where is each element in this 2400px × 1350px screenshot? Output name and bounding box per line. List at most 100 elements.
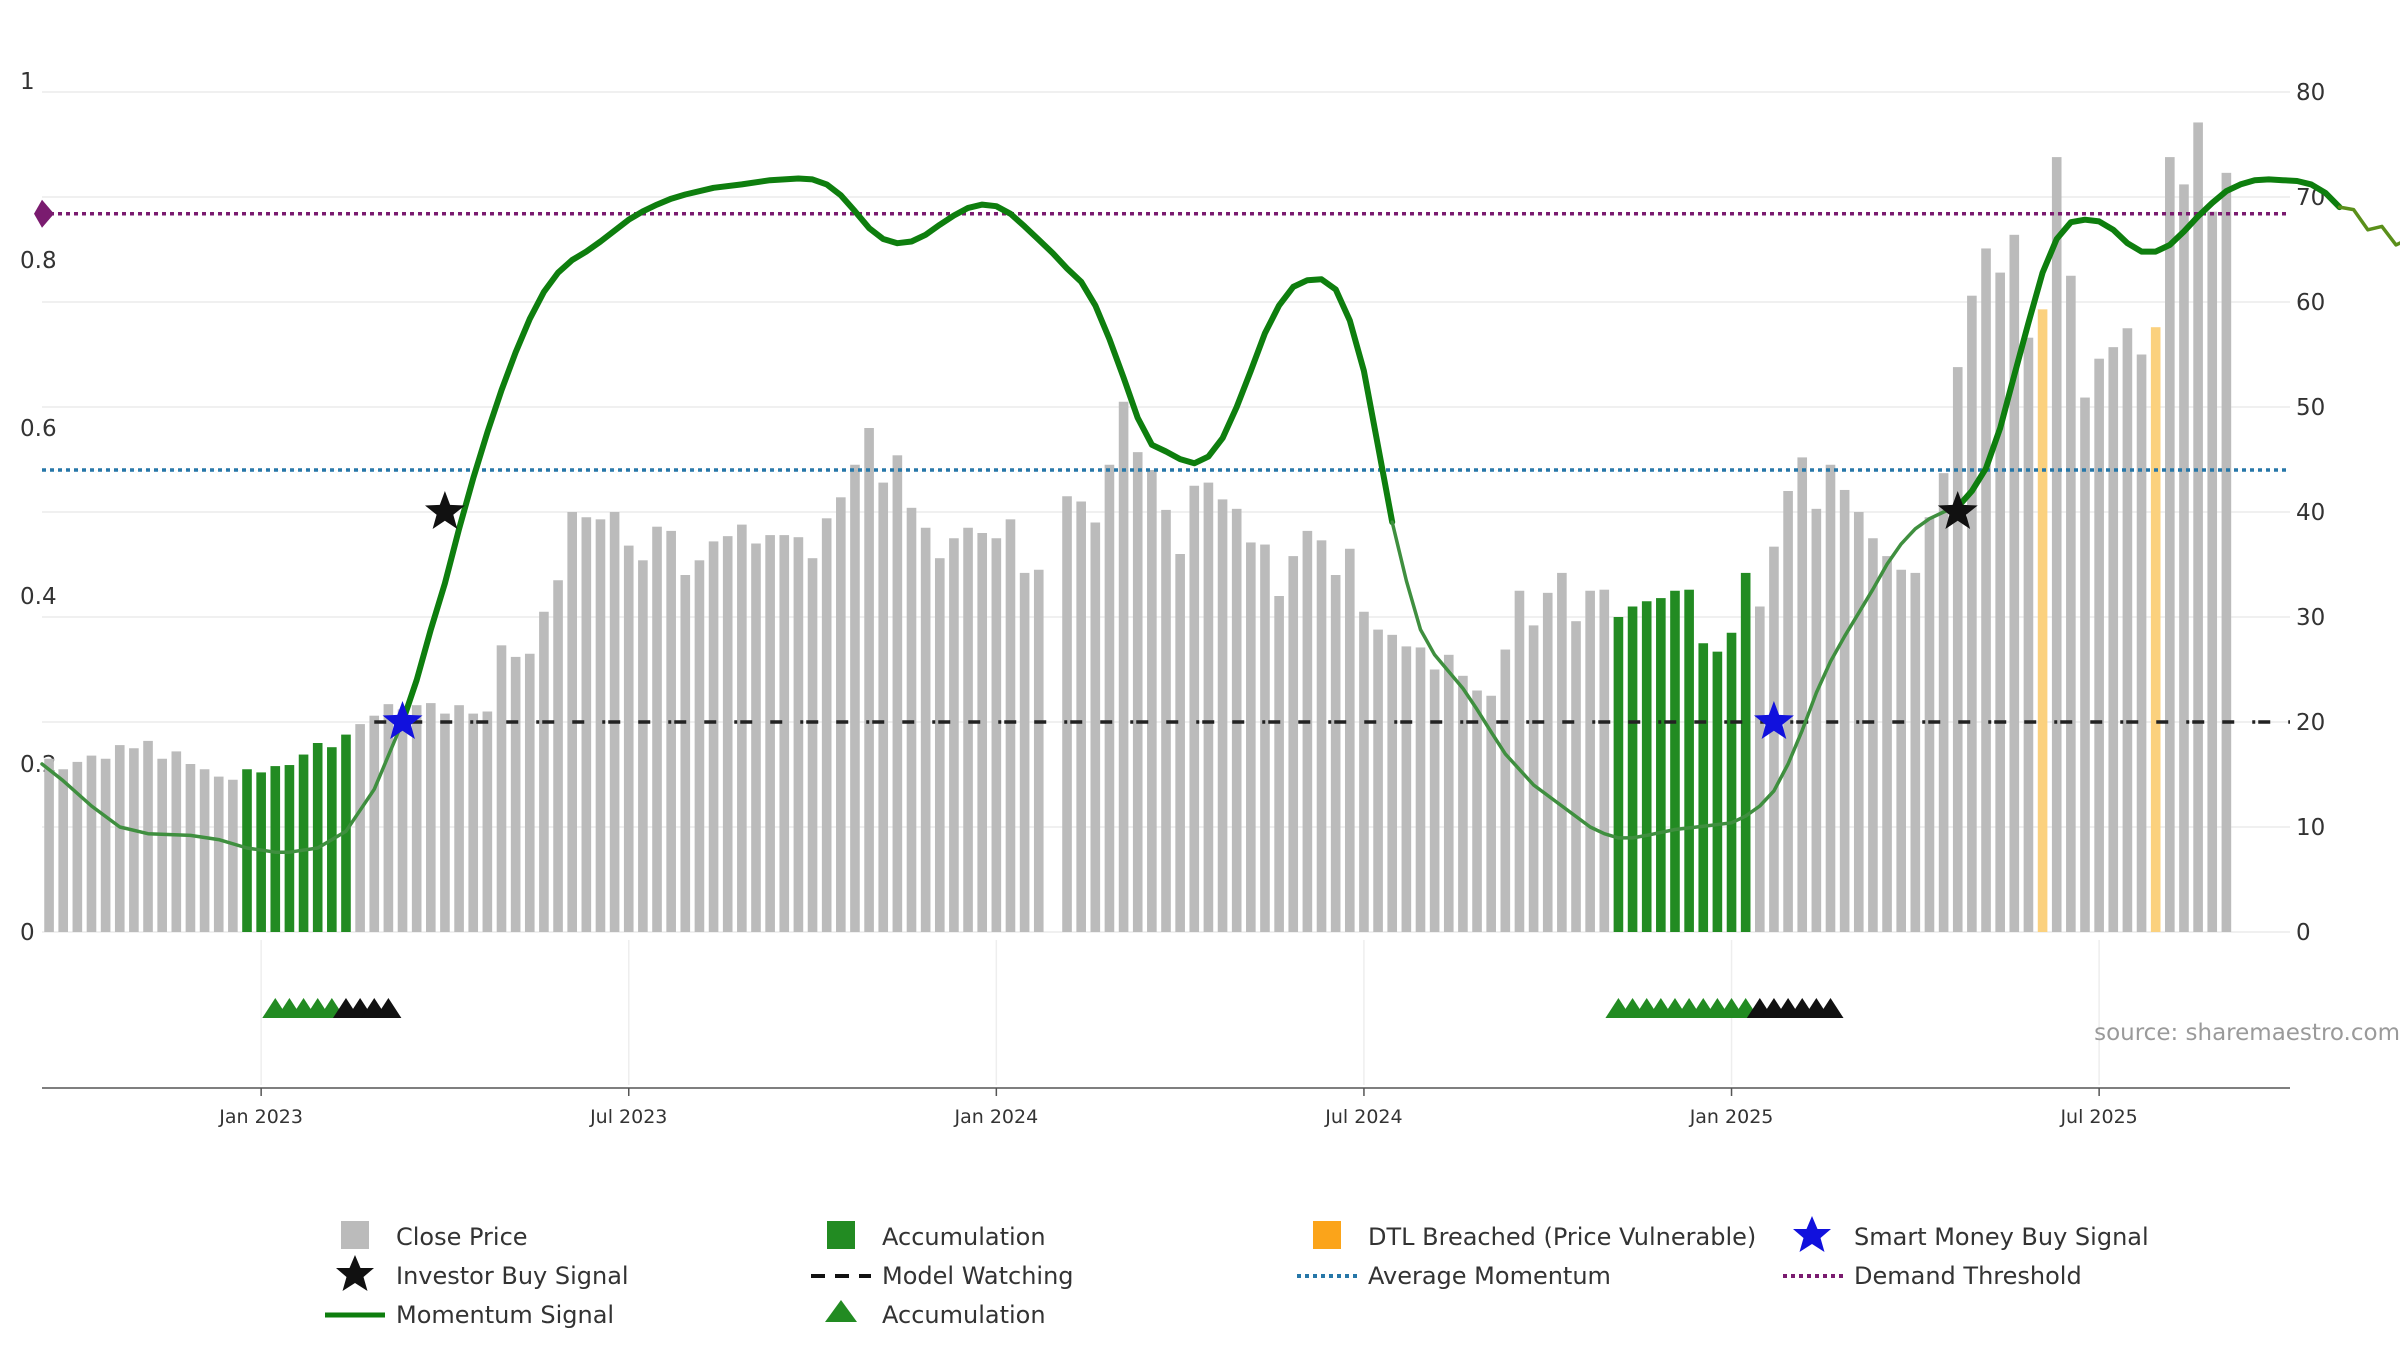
close-price-bar [694, 560, 705, 932]
close-price-bar [1429, 669, 1440, 932]
close-price-bar [1952, 367, 1963, 933]
x-tick-label: Jul 2023 [589, 1106, 667, 1128]
right-tick-label: 20 [2296, 710, 2325, 736]
close-price-bar [411, 705, 422, 932]
close-price-bar [1514, 590, 1525, 932]
close-price-bar [977, 533, 988, 932]
legend-item-momentum-signal: Momentum Signal [325, 1301, 614, 1329]
close-price-bar [1217, 499, 1228, 932]
close-price-bar [2122, 328, 2133, 932]
accumulation-bar [284, 765, 295, 932]
close-price-bar [1769, 546, 1779, 932]
close-price-bar [1189, 485, 1200, 932]
close-price-bar [1924, 517, 1935, 932]
close-price-bar [1330, 575, 1341, 932]
close-price-bar [1373, 629, 1383, 932]
momentum-signal-line [1390, 505, 1960, 840]
smart-money-star-icon [1754, 701, 1794, 739]
close-price-bar [454, 705, 464, 932]
close-price-bar [2051, 157, 2062, 933]
left-tick-label: 0.4 [20, 584, 57, 610]
close-price-bar [1557, 572, 1567, 932]
momentum-signal-series [40, 175, 2400, 854]
legend-label: DTL Breached (Price Vulnerable) [1368, 1223, 1756, 1251]
accumulation-bar [1641, 601, 1652, 932]
close-price-bar [1316, 540, 1327, 932]
close-price-bar [143, 740, 153, 932]
close-price-bar [850, 464, 860, 932]
left-tick-label: 1 [20, 69, 35, 95]
dtl-breached-swatch [1313, 1221, 1341, 1249]
close-price-bar [1500, 649, 1511, 932]
right-tick-label: 60 [2296, 290, 2325, 316]
close-price-bar [623, 545, 634, 932]
accumulation-bar [1613, 617, 1624, 932]
close-price-bar [1175, 554, 1185, 932]
legend-label: Demand Threshold [1854, 1262, 2082, 1290]
close-price-bar [1868, 538, 1878, 932]
close-price-bar [2165, 157, 2175, 933]
close-price-bar [553, 580, 563, 932]
close-price-bar [1161, 509, 1171, 932]
close-price-bar [213, 776, 224, 932]
close-price-bar [1995, 272, 2005, 933]
close-price-bar [2108, 347, 2119, 932]
close-price-bar [2207, 211, 2218, 932]
accumulation-bar [341, 734, 351, 932]
close-price-bar [1783, 491, 1793, 932]
legend-label: Momentum Signal [396, 1301, 614, 1329]
close-price-bar [1542, 592, 1553, 932]
legend-item-dtl-breached: DTL Breached (Price Vulnerable) [1313, 1221, 1756, 1251]
close-price-bar [1910, 572, 1921, 932]
close-price-bar [2136, 354, 2147, 932]
accumulation-bar [242, 769, 252, 932]
accumulation-bar [298, 754, 309, 932]
close-price-bar [821, 518, 832, 932]
close-price-bar [864, 428, 874, 932]
accumulation-swatch [827, 1221, 855, 1249]
legend-label: Investor Buy Signal [396, 1262, 629, 1290]
close-price-bar [100, 758, 111, 932]
right-tick-label: 40 [2296, 500, 2325, 526]
left-tick-label: 0.8 [20, 248, 57, 274]
left-tick-label: 0 [20, 920, 35, 946]
close-price-bar [58, 769, 69, 932]
close-price-bar [228, 779, 238, 932]
close-price-bar [1839, 489, 1850, 932]
close-price-bar [779, 535, 790, 932]
close-price-bar [2066, 275, 2076, 932]
close-price-bar [807, 558, 818, 932]
close-price-bar [1825, 464, 1836, 932]
legend: Close Price Accumulation DTL Breached (P… [325, 1216, 2149, 1329]
momentum-signal-line [1954, 176, 2343, 510]
legend-label: Accumulation [882, 1223, 1046, 1251]
close-price-bar [129, 748, 139, 932]
legend-item-average-momentum: Average Momentum [1297, 1262, 1611, 1290]
close-price-bar [1288, 556, 1299, 932]
accumulation-bar [312, 743, 323, 932]
close-price-bar [171, 751, 182, 932]
close-price-bar [1246, 542, 1256, 932]
close-price-bar [708, 541, 719, 932]
close-price-bar [1033, 569, 1044, 932]
close-price-bar [199, 769, 210, 932]
close-price-bar [1528, 625, 1539, 932]
demand-threshold-diamond-icon [34, 199, 54, 228]
legend-label: Accumulation [882, 1301, 1046, 1329]
close-price-bar [114, 745, 125, 932]
close-price-bar [1260, 544, 1270, 932]
close-price-bar [1062, 496, 1072, 932]
dtl-breached-bar [2037, 309, 2048, 933]
close-price-bar [355, 724, 365, 932]
right-tick-label: 80 [2296, 80, 2325, 106]
close-price-bar [1938, 473, 1949, 932]
close-price-bar [86, 755, 97, 932]
close-price-bar [2179, 184, 2189, 932]
close-price-bar [1981, 248, 1991, 932]
accumulation-bar [1656, 598, 1666, 932]
legend-label: Model Watching [882, 1262, 1074, 1290]
close-price-bar [369, 715, 380, 932]
close-price-bar [482, 711, 493, 932]
close-price-bar [1104, 464, 1115, 932]
